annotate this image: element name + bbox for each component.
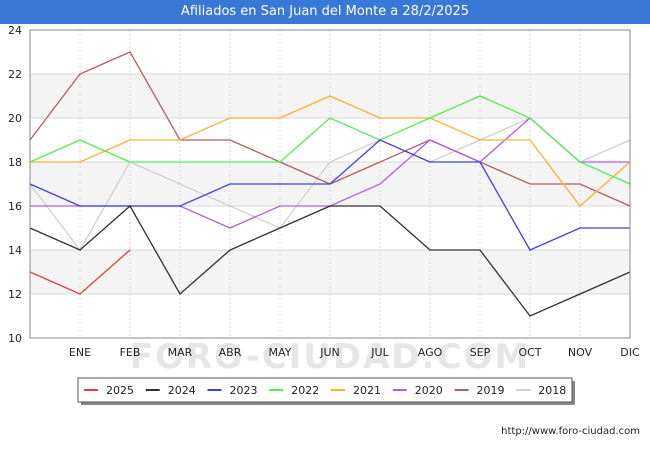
series-point-2022	[229, 161, 231, 163]
x-tick-label: FEB	[120, 346, 141, 359]
y-tick-label: 24	[8, 24, 22, 37]
watermark-text: FORO-CIUDAD.COM	[130, 337, 531, 377]
series-point-2023	[329, 183, 331, 185]
y-tick-label: 10	[8, 332, 22, 345]
series-point-2021	[479, 139, 481, 141]
x-tick-label: AGO	[418, 346, 443, 359]
series-point-2023	[529, 249, 531, 251]
series-point-2020	[229, 227, 231, 229]
legend-label-2025: 2025	[106, 384, 134, 397]
legend-label-2022: 2022	[291, 384, 319, 397]
x-tick-label: DIC	[620, 346, 640, 359]
chart-title: Afiliados en San Juan del Monte a 28/2/2…	[0, 0, 650, 24]
x-tick-label: JUL	[370, 346, 389, 359]
series-point-2024	[229, 249, 231, 251]
series-point-2022	[179, 161, 181, 163]
legend-label-2024: 2024	[168, 384, 196, 397]
series-point-2025	[129, 249, 131, 251]
y-tick-label: 22	[8, 68, 22, 81]
series-point-2020	[379, 183, 381, 185]
series-point-2019	[379, 161, 381, 163]
series-point-2022	[329, 117, 331, 119]
source-link[interactable]: http://www.foro-ciudad.com	[501, 426, 640, 437]
series-point-2018	[179, 183, 181, 185]
series-point-2019	[79, 73, 81, 75]
series-point-2022	[429, 117, 431, 119]
series-point-2021	[229, 117, 231, 119]
x-tick-label: SEP	[470, 346, 491, 359]
series-point-2019	[529, 183, 531, 185]
series-point-2019	[129, 51, 131, 53]
series-point-2023	[279, 183, 281, 185]
y-tick-label: 18	[8, 156, 22, 169]
x-tick-label: ENE	[69, 346, 91, 359]
series-point-2023	[429, 161, 431, 163]
series-point-2024	[579, 293, 581, 295]
series-point-2024	[279, 227, 281, 229]
series-point-2021	[579, 205, 581, 207]
series-point-2023	[179, 205, 181, 207]
series-point-2024	[379, 205, 381, 207]
series-point-2022	[129, 161, 131, 163]
series-point-2023	[379, 139, 381, 141]
x-tick-label: NOV	[568, 346, 593, 359]
series-point-2024	[479, 249, 481, 251]
legend-label-2023: 2023	[230, 384, 258, 397]
series-point-2022	[529, 117, 531, 119]
series-point-2021	[279, 117, 281, 119]
x-tick-label: MAR	[168, 346, 193, 359]
legend-box	[77, 377, 573, 403]
series-point-2023	[229, 183, 231, 185]
series-point-2021	[179, 139, 181, 141]
series-point-2024	[179, 293, 181, 295]
series-point-2021	[529, 139, 531, 141]
y-tick-label: 16	[8, 200, 22, 213]
legend-label-2020: 2020	[415, 384, 443, 397]
y-tick-label: 12	[8, 288, 22, 301]
series-point-2020	[429, 139, 431, 141]
series-point-2023	[579, 227, 581, 229]
series-point-2022	[579, 161, 581, 163]
series-point-2021	[329, 95, 331, 97]
legend-label-2019: 2019	[477, 384, 505, 397]
series-point-2020	[279, 205, 281, 207]
series-point-2024	[79, 249, 81, 251]
series-point-2022	[279, 161, 281, 163]
y-tick-label: 20	[8, 112, 22, 125]
series-point-2019	[579, 183, 581, 185]
series-point-2023	[79, 205, 81, 207]
series-point-2018	[229, 205, 231, 207]
series-point-2019	[229, 139, 231, 141]
series-point-2024	[329, 205, 331, 207]
plot-frame	[29, 29, 631, 339]
x-tick-label: MAY	[269, 346, 292, 359]
y-tick-label: 14	[8, 244, 22, 257]
series-point-2018	[329, 161, 331, 163]
series-point-2024	[529, 315, 531, 317]
series-point-2024	[429, 249, 431, 251]
series-point-2021	[79, 161, 81, 163]
legend-label-2018: 2018	[538, 384, 566, 397]
series-point-2024	[129, 205, 131, 207]
series-point-2021	[129, 139, 131, 141]
series-point-2022	[479, 95, 481, 97]
series-point-2023	[479, 161, 481, 163]
series-point-2025	[79, 293, 81, 295]
x-tick-label: ABR	[219, 346, 242, 359]
x-tick-label: JUN	[319, 346, 340, 359]
series-point-2021	[379, 117, 381, 119]
x-tick-label: OCT	[518, 346, 541, 359]
legend-label-2021: 2021	[353, 384, 381, 397]
series-point-2022	[79, 139, 81, 141]
